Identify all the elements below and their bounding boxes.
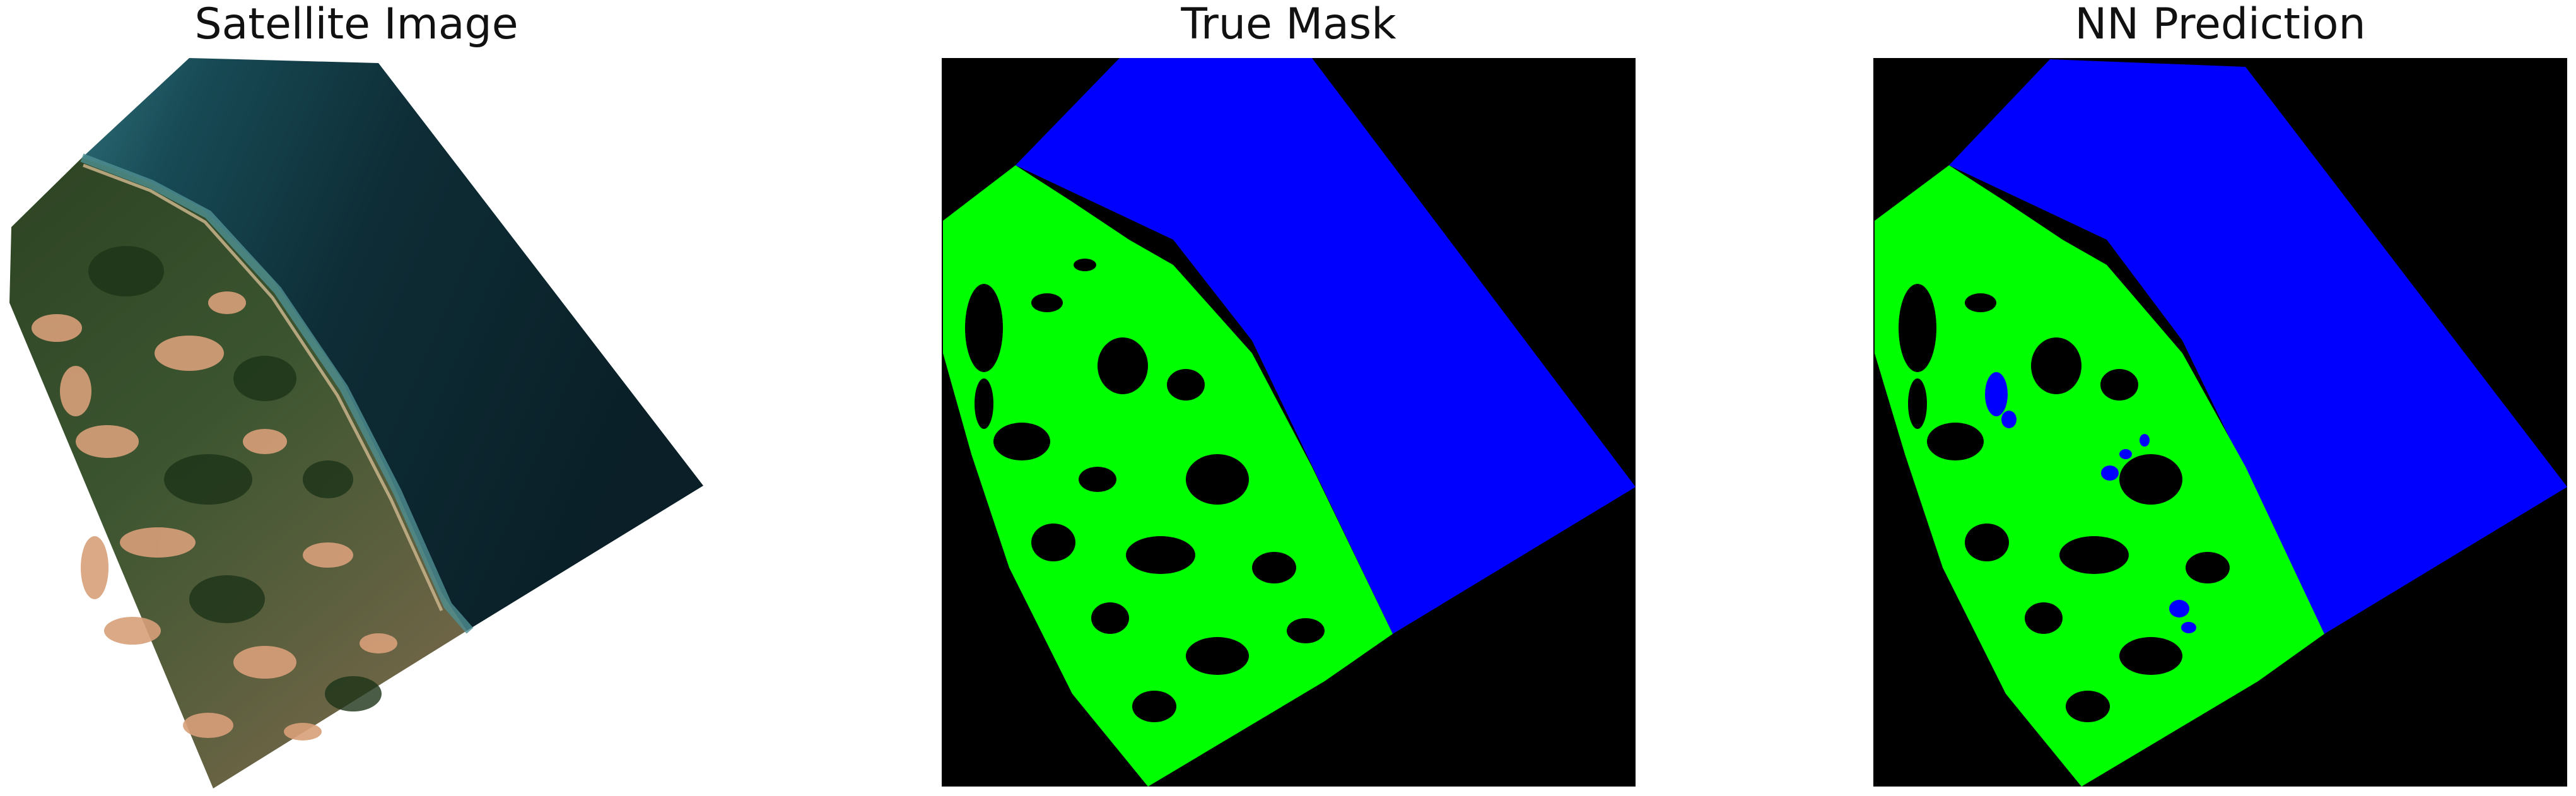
sea-region (82, 58, 703, 631)
vegetation-class (943, 165, 1393, 787)
satellite-image (9, 58, 703, 788)
true-mask (942, 58, 1636, 787)
predicted-water-class (1949, 59, 2567, 634)
predicted-water-blobs (1985, 372, 2196, 633)
satellite-image-title: Satellite Image (194, 0, 518, 49)
nn-prediction-title: NN Prediction (2075, 0, 2366, 49)
predicted-vegetation-class (1875, 165, 2324, 787)
shoreline (80, 153, 474, 634)
sand-patches (32, 291, 397, 740)
true-mask-title: True Mask (1181, 0, 1396, 49)
forest-patches (88, 246, 382, 711)
non-vegetation-gaps (965, 259, 1325, 722)
nn-prediction (1873, 58, 2567, 787)
beach (83, 163, 443, 612)
water-class (1016, 58, 1636, 634)
predicted-non-vegetation-gaps (1899, 284, 2230, 722)
